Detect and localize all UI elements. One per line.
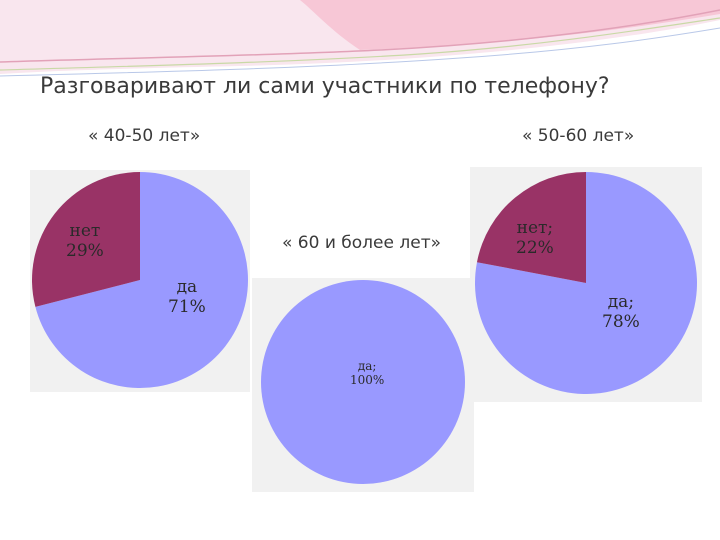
slice-label-no-value: 29%: [66, 240, 104, 261]
decorative-header-swoosh: [0, 0, 720, 77]
slice-label-no-name: нет: [69, 221, 101, 241]
slice-label-yes: да 71%: [168, 277, 206, 317]
slice-label-yes-value: 100%: [350, 372, 385, 387]
slice-label-no-name: нет;: [516, 218, 554, 238]
slice-label-no-value: 22%: [516, 237, 554, 258]
pie-chart-60-plus: да; 100%: [252, 278, 474, 492]
slice-label-yes-name: да;: [357, 359, 377, 373]
group-label-50-60: « 50-60 лет»: [522, 126, 635, 146]
group-label-60-plus: « 60 и более лет»: [282, 233, 441, 253]
pie-slice-no: [32, 172, 141, 307]
pie-50-60-svg: [475, 172, 697, 394]
pie-chart-50-60: нет; 22% да; 78%: [470, 167, 702, 402]
slice-label-yes: да; 100%: [350, 359, 385, 388]
pie-chart-40-50: нет 29% да 71%: [30, 170, 250, 392]
slice-label-yes: да; 78%: [602, 292, 640, 332]
slide-title: Разговаривают ли сами участники по телеф…: [40, 74, 610, 99]
slice-label-yes-name: да;: [607, 292, 635, 312]
pie-slice-yes: [35, 172, 248, 388]
slice-label-yes-name: да: [176, 277, 198, 297]
slice-label-no: нет; 22%: [516, 218, 554, 258]
pie-slice-no: [476, 172, 586, 283]
slice-label-yes-value: 78%: [602, 311, 640, 332]
group-label-40-50: « 40-50 лет»: [88, 126, 201, 146]
pie-40-50-svg: [32, 172, 248, 388]
pie-slice-yes: [261, 280, 465, 484]
slice-label-yes-value: 71%: [168, 296, 206, 317]
slice-label-no: нет 29%: [66, 221, 104, 261]
pie-60-plus-svg: [261, 280, 465, 484]
